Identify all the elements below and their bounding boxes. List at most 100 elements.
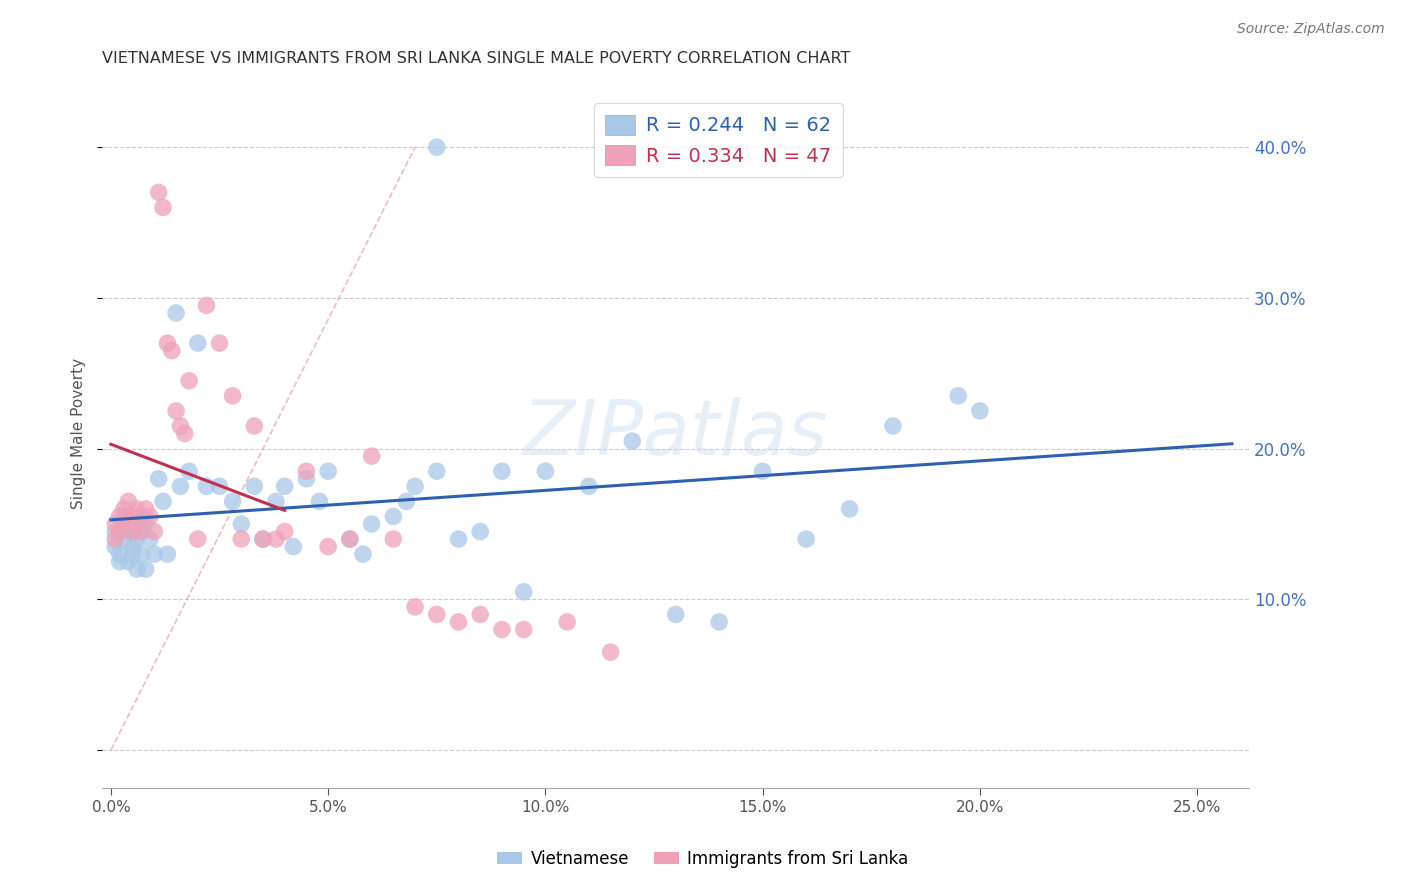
Point <box>121 524 143 539</box>
Point <box>316 464 339 478</box>
Point <box>969 404 991 418</box>
Point <box>447 615 470 629</box>
Point <box>104 524 127 539</box>
Point <box>104 532 127 546</box>
Point <box>108 555 131 569</box>
Point <box>295 472 318 486</box>
Point <box>169 479 191 493</box>
Text: ZIPatlas: ZIPatlas <box>523 397 828 471</box>
Point <box>264 532 287 546</box>
Point <box>243 479 266 493</box>
Point <box>395 494 418 508</box>
Point <box>156 336 179 351</box>
Point <box>243 419 266 434</box>
Point <box>252 532 274 546</box>
Point <box>135 562 157 576</box>
Point <box>360 516 382 531</box>
Point <box>252 532 274 546</box>
Point <box>117 509 139 524</box>
Point <box>179 464 201 478</box>
Point <box>121 540 143 554</box>
Point <box>125 562 148 576</box>
Point <box>195 479 218 493</box>
Point <box>491 464 513 478</box>
Point <box>139 532 162 546</box>
Point <box>108 524 131 539</box>
Point <box>148 472 170 486</box>
Point <box>231 532 253 546</box>
Point <box>112 502 135 516</box>
Point <box>221 494 243 508</box>
Point <box>426 140 449 154</box>
Point <box>794 532 817 546</box>
Point <box>121 509 143 524</box>
Point <box>121 524 143 539</box>
Point <box>152 494 174 508</box>
Point <box>382 532 405 546</box>
Point <box>208 479 231 493</box>
Point <box>135 502 157 516</box>
Point <box>273 479 295 493</box>
Legend: R = 0.244   N = 62, R = 0.334   N = 47: R = 0.244 N = 62, R = 0.334 N = 47 <box>593 103 844 178</box>
Point <box>121 547 143 561</box>
Point <box>665 607 688 622</box>
Point <box>117 555 139 569</box>
Point <box>125 532 148 546</box>
Point <box>139 509 162 524</box>
Point <box>352 547 374 561</box>
Point <box>108 547 131 561</box>
Point <box>231 516 253 531</box>
Point <box>838 502 860 516</box>
Point <box>426 464 449 478</box>
Point <box>143 524 166 539</box>
Point <box>512 623 534 637</box>
Point <box>512 584 534 599</box>
Point <box>599 645 621 659</box>
Point <box>382 509 405 524</box>
Point <box>578 479 600 493</box>
Point <box>104 516 127 531</box>
Point <box>339 532 361 546</box>
Point <box>426 607 449 622</box>
Point <box>165 404 187 418</box>
Point <box>125 502 148 516</box>
Point <box>621 434 644 448</box>
Point <box>112 509 135 524</box>
Point <box>112 524 135 539</box>
Point <box>108 509 131 524</box>
Point <box>131 547 153 561</box>
Point <box>117 516 139 531</box>
Point <box>534 464 557 478</box>
Point <box>295 464 318 478</box>
Point <box>946 389 969 403</box>
Point <box>208 336 231 351</box>
Text: Source: ZipAtlas.com: Source: ZipAtlas.com <box>1237 22 1385 37</box>
Point <box>156 547 179 561</box>
Point <box>447 532 470 546</box>
Point <box>104 540 127 554</box>
Point <box>316 540 339 554</box>
Point <box>308 494 330 508</box>
Y-axis label: Single Male Poverty: Single Male Poverty <box>72 358 86 509</box>
Text: VIETNAMESE VS IMMIGRANTS FROM SRI LANKA SINGLE MALE POVERTY CORRELATION CHART: VIETNAMESE VS IMMIGRANTS FROM SRI LANKA … <box>103 51 851 66</box>
Point <box>555 615 578 629</box>
Point <box>125 516 148 531</box>
Point <box>173 426 195 441</box>
Point <box>751 464 773 478</box>
Point <box>131 524 153 539</box>
Point <box>491 623 513 637</box>
Point <box>143 547 166 561</box>
Point <box>882 419 904 434</box>
Point <box>195 298 218 312</box>
Point <box>112 516 135 531</box>
Point <box>709 615 731 629</box>
Point <box>283 540 305 554</box>
Point <box>169 419 191 434</box>
Point <box>131 509 153 524</box>
Point <box>165 306 187 320</box>
Point <box>187 336 209 351</box>
Legend: Vietnamese, Immigrants from Sri Lanka: Vietnamese, Immigrants from Sri Lanka <box>491 844 915 875</box>
Point <box>339 532 361 546</box>
Point <box>179 374 201 388</box>
Point <box>273 524 295 539</box>
